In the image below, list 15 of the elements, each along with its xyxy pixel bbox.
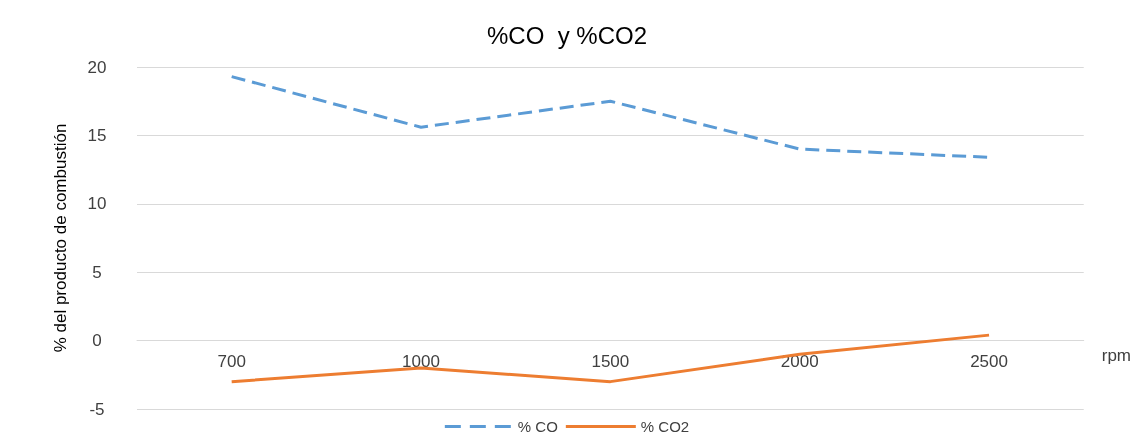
y-tick-label: 15 — [87, 125, 107, 145]
x-tick-label: 1500 — [591, 351, 630, 371]
x-tick-label: 700 — [217, 351, 246, 371]
y-axis-title: % del producto de combustión — [51, 123, 70, 353]
x-axis-title: rpm — [1101, 345, 1131, 365]
x-tick-label: 2500 — [970, 351, 1008, 371]
chart-title: %CO y %CO2 — [486, 21, 648, 49]
legend-label: % CO — [517, 418, 558, 435]
y-tick-label: -5 — [89, 399, 105, 419]
legend-label: % CO2 — [640, 418, 690, 435]
y-tick-label: 5 — [92, 262, 102, 282]
y-tick-label: 10 — [87, 194, 107, 214]
x-tick-label: 1000 — [402, 351, 440, 371]
y-tick-label: 0 — [92, 331, 102, 351]
y-tick-label: 20 — [87, 57, 107, 77]
